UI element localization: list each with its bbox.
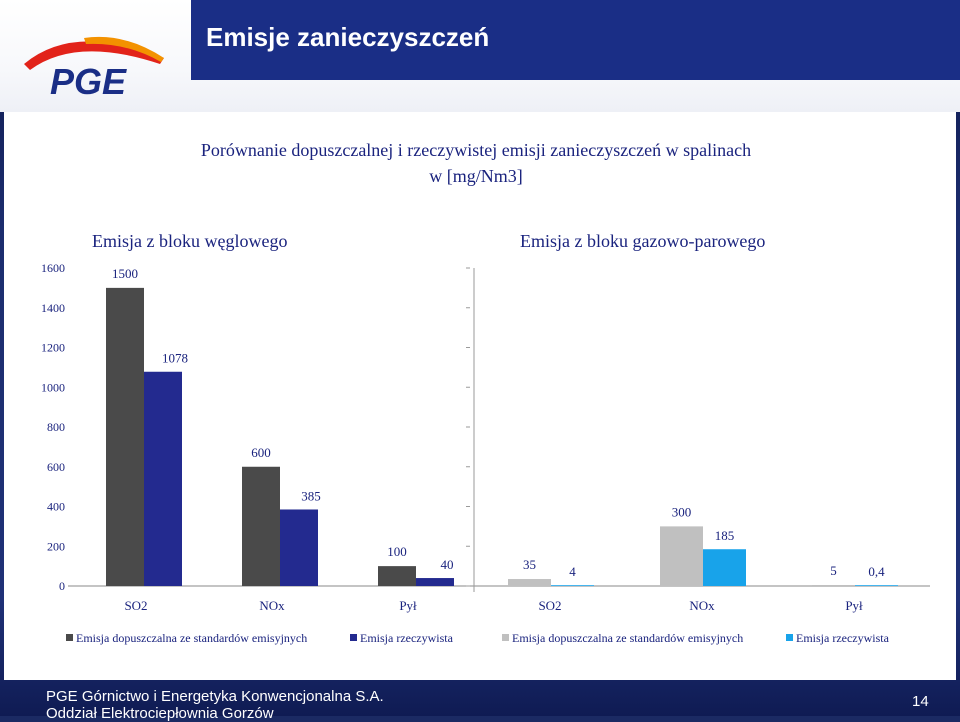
data-label: 35	[523, 557, 536, 572]
y-tick-label: 1600	[41, 261, 65, 275]
bar	[551, 585, 594, 586]
y-tick-label: 1200	[41, 341, 65, 355]
y-tick-label: 1400	[41, 301, 65, 315]
category-label: SO2	[124, 598, 147, 613]
y-tick-label: 0	[59, 579, 65, 593]
legend: Emisja dopuszczalna ze standardów emisyj…	[66, 631, 890, 645]
legend-swatch	[786, 634, 793, 641]
data-label: 1078	[162, 351, 188, 366]
category-labels: SO2 NOx Pył SO2 NOx Pył	[124, 598, 863, 613]
logo-arc-accent-icon	[84, 36, 164, 62]
bar	[508, 579, 551, 586]
title-bar	[191, 0, 960, 80]
legend-label: Emisja rzeczywista	[360, 631, 454, 645]
y-tick-labels: 0 200 400 600 800 1000 1200 1400 1600	[41, 261, 65, 593]
bar	[703, 549, 746, 586]
data-label: 300	[672, 504, 692, 519]
legend-label: Emisja dopuszczalna ze standardów emisyj…	[76, 631, 307, 645]
data-label: 1500	[112, 266, 138, 281]
bar	[280, 509, 318, 586]
y-tick-label: 200	[47, 539, 65, 553]
y-tick-label: 400	[47, 500, 65, 514]
bar	[660, 526, 703, 586]
page-number: 14	[912, 693, 929, 710]
category-label: Pył	[399, 598, 417, 613]
bar	[242, 466, 280, 586]
data-label: 385	[301, 488, 321, 503]
data-label: 185	[715, 528, 735, 543]
category-label: NOx	[259, 598, 285, 613]
data-label: 4	[569, 564, 576, 579]
gas-chart-title: Emisja z bloku gazowo-parowego	[520, 231, 766, 251]
bar	[378, 566, 416, 586]
legend-swatch	[502, 634, 509, 641]
footer-company: PGE Górnictwo i Energetyka Konwencjonaln…	[46, 688, 384, 705]
bars	[106, 287, 898, 586]
legend-swatch	[350, 634, 357, 641]
data-label: 600	[251, 445, 271, 460]
y-tick-label: 1000	[41, 380, 65, 394]
bar	[106, 287, 144, 586]
data-label: 0,4	[868, 564, 885, 579]
category-label: SO2	[538, 598, 561, 613]
chart-heading-line1: Porównanie dopuszczalnej i rzeczywistej …	[200, 140, 752, 160]
chart-heading-line2: w [mg/Nm3]	[429, 166, 523, 186]
bar	[812, 585, 855, 586]
chart-axes	[68, 267, 930, 592]
bar	[855, 585, 898, 586]
legend-label: Emisja dopuszczalna ze standardów emisyj…	[512, 631, 743, 645]
data-label: 40	[441, 557, 454, 572]
legend-label: Emisja rzeczywista	[796, 631, 890, 645]
data-label: 5	[830, 563, 837, 578]
category-label: Pył	[845, 598, 863, 613]
slide-title: Emisje zanieczyszczeń	[206, 22, 490, 52]
data-label: 100	[387, 544, 407, 559]
legend-swatch	[66, 634, 73, 641]
footer-division: Oddział Elektrociepłownia Gorzów	[46, 705, 274, 722]
bar	[416, 578, 454, 586]
coal-chart-title: Emisja z bloku węglowego	[92, 231, 288, 251]
data-labels: 1500 1078 600 385 100 40 35 4 300 185 5 0,4	[112, 266, 885, 579]
y-tick-label: 600	[47, 460, 65, 474]
logo-text: PGE	[50, 61, 127, 100]
bar	[144, 371, 182, 586]
pge-logo: PGE	[24, 36, 164, 100]
category-label: NOx	[689, 598, 715, 613]
y-tick-label: 800	[47, 420, 65, 434]
